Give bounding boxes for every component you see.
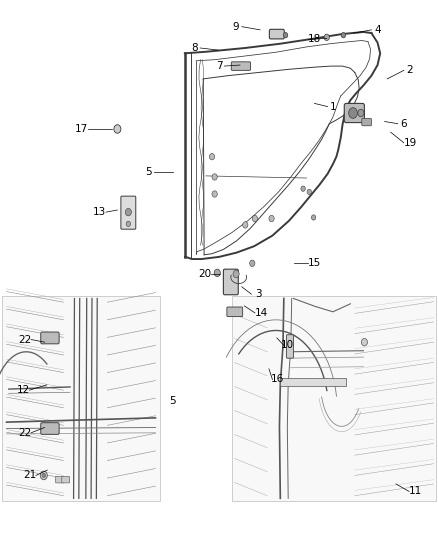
Text: 3: 3	[255, 289, 262, 299]
Circle shape	[250, 260, 255, 266]
Text: 14: 14	[254, 308, 268, 318]
Circle shape	[212, 191, 217, 197]
Bar	[2, 296, 160, 501]
FancyBboxPatch shape	[62, 477, 70, 483]
Circle shape	[40, 471, 47, 480]
Text: 1: 1	[329, 102, 336, 111]
Circle shape	[311, 215, 316, 220]
Circle shape	[324, 34, 329, 41]
Circle shape	[349, 108, 357, 118]
Text: 15: 15	[308, 259, 321, 268]
FancyBboxPatch shape	[231, 62, 251, 70]
Text: 7: 7	[215, 61, 223, 71]
Circle shape	[269, 215, 274, 222]
Text: 21: 21	[23, 471, 36, 480]
FancyBboxPatch shape	[269, 29, 284, 39]
Circle shape	[307, 189, 311, 195]
Circle shape	[126, 221, 131, 227]
Text: 19: 19	[403, 138, 417, 148]
Circle shape	[212, 174, 217, 180]
Text: 5: 5	[145, 167, 152, 176]
Text: 5: 5	[169, 396, 176, 406]
Text: 4: 4	[374, 25, 381, 35]
Circle shape	[341, 33, 346, 38]
Circle shape	[361, 338, 367, 346]
Text: 9: 9	[232, 22, 239, 31]
FancyBboxPatch shape	[227, 307, 243, 317]
FancyBboxPatch shape	[362, 118, 371, 126]
Circle shape	[358, 109, 364, 117]
Text: 20: 20	[198, 269, 212, 279]
Text: 2: 2	[406, 66, 413, 75]
Text: 22: 22	[18, 335, 32, 344]
FancyBboxPatch shape	[344, 103, 364, 123]
Circle shape	[125, 208, 131, 216]
Text: 11: 11	[409, 487, 422, 496]
FancyBboxPatch shape	[56, 477, 64, 483]
FancyBboxPatch shape	[121, 196, 136, 229]
Circle shape	[233, 270, 239, 278]
Text: 12: 12	[17, 385, 30, 395]
Text: 10: 10	[281, 341, 294, 350]
FancyBboxPatch shape	[286, 335, 293, 358]
Circle shape	[209, 154, 215, 160]
Bar	[232, 296, 436, 501]
FancyBboxPatch shape	[223, 269, 238, 295]
Circle shape	[42, 473, 46, 478]
Text: 6: 6	[400, 119, 407, 128]
Circle shape	[214, 269, 220, 277]
Text: 16: 16	[271, 375, 284, 384]
FancyBboxPatch shape	[41, 332, 59, 344]
FancyBboxPatch shape	[280, 378, 346, 386]
Text: 22: 22	[18, 428, 32, 438]
Circle shape	[114, 125, 121, 133]
Text: 17: 17	[75, 124, 88, 134]
Circle shape	[243, 222, 248, 228]
Circle shape	[283, 33, 288, 38]
Circle shape	[252, 215, 258, 222]
Circle shape	[301, 186, 305, 191]
Text: 13: 13	[93, 207, 106, 217]
Text: 18: 18	[308, 35, 321, 44]
FancyBboxPatch shape	[41, 423, 59, 434]
Text: 8: 8	[191, 43, 198, 53]
